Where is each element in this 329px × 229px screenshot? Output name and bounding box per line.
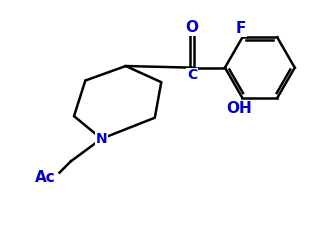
Text: C: C (187, 68, 197, 82)
Text: F: F (236, 21, 246, 36)
Text: Ac: Ac (35, 170, 55, 185)
Text: O: O (186, 20, 198, 35)
Text: N: N (96, 132, 107, 146)
Text: OH: OH (226, 101, 252, 116)
